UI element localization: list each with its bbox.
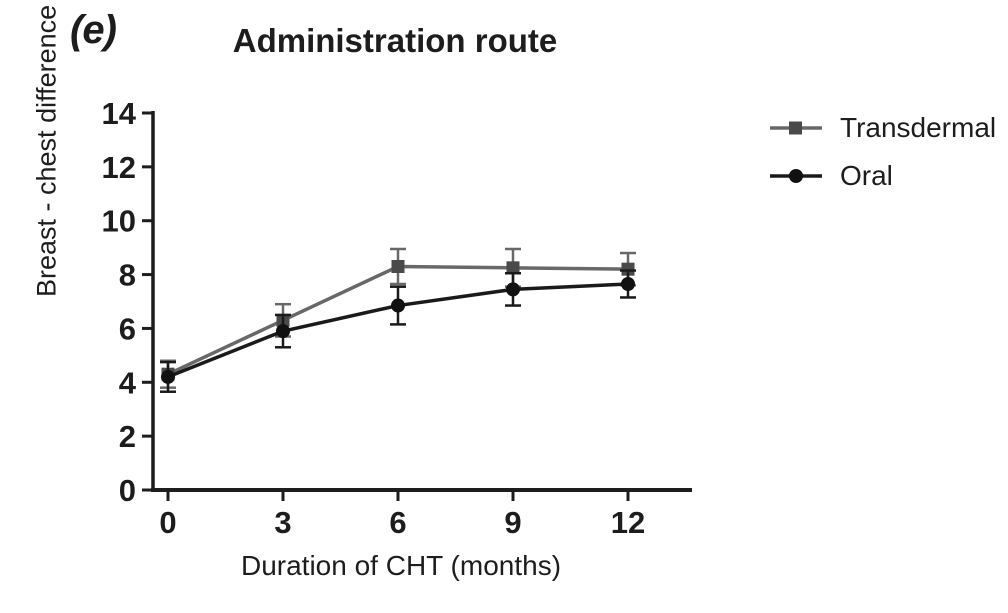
square-marker <box>391 259 405 273</box>
x-tick-label: 12 <box>611 505 645 540</box>
legend-item-oral: Oral <box>768 160 996 192</box>
panel-label: (e) <box>70 8 117 52</box>
circle-marker <box>621 276 635 291</box>
legend-label: Transdermal <box>840 112 997 143</box>
oral-series-marker-icon <box>770 169 822 183</box>
y-tick-label: 10 <box>102 204 136 239</box>
oral-series <box>160 269 636 393</box>
circle-marker <box>276 324 290 339</box>
x-axis-title: Duration of CHT (months) <box>240 550 562 581</box>
x-tick-label: 0 <box>159 505 176 540</box>
circle-marker <box>161 369 175 384</box>
y-tick-label: 6 <box>119 311 136 346</box>
circle-marker <box>391 298 405 313</box>
square-marker <box>621 262 635 276</box>
legend-label: Oral <box>840 160 893 191</box>
legend-item-transdermal: Transdermal <box>768 112 996 144</box>
circle-marker <box>506 282 520 297</box>
x-tick-label: 6 <box>389 505 406 540</box>
y-tick-label: 4 <box>119 365 137 400</box>
x-tick-label: 3 <box>274 505 291 540</box>
chart-title: Administration route <box>232 22 558 59</box>
y-tick-label: 2 <box>119 419 136 454</box>
y-tick-label: 8 <box>119 258 136 293</box>
transdermal-series-marker-icon <box>770 121 822 135</box>
y-tick-label: 14 <box>102 96 137 131</box>
legend: Transdermal Oral <box>768 112 996 208</box>
x-tick-label: 9 <box>504 505 521 540</box>
square-marker <box>506 261 520 275</box>
y-tick-label: 12 <box>102 150 136 185</box>
y-tick-label: 0 <box>119 473 136 508</box>
